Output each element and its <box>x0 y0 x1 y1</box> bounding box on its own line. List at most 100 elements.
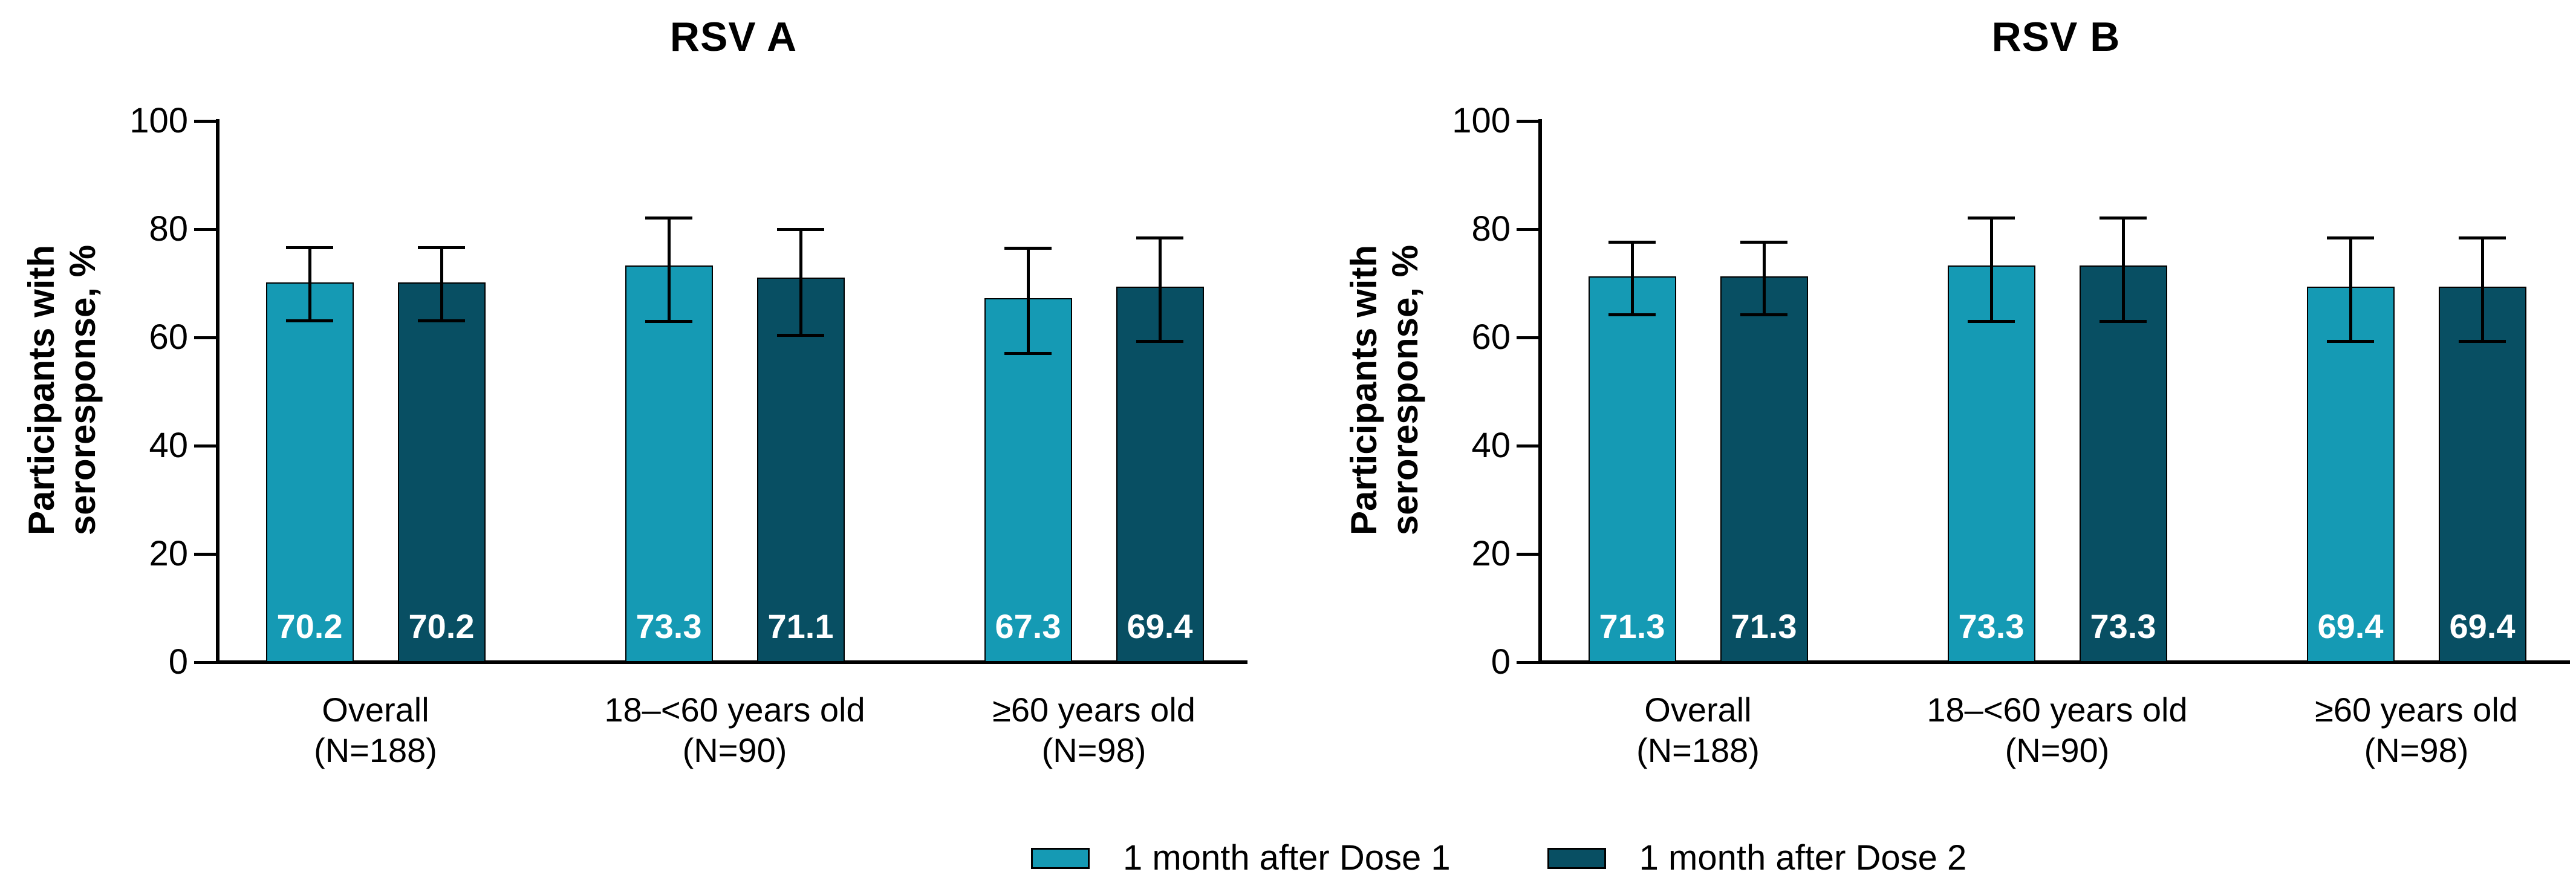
y-tick-label: 20 <box>149 534 188 573</box>
y-tick-mark <box>1517 444 1538 448</box>
category-label: Overall (N=188) <box>164 689 587 770</box>
error-bar-cap-bottom <box>1004 351 1052 355</box>
bar-s2-g2 <box>2079 265 2167 662</box>
bar-s2-g2 <box>756 277 845 662</box>
legend-item-dose-2: 1 month after Dose 2 <box>1547 838 1967 877</box>
error-bar-stem <box>2122 218 2125 322</box>
category-label-line2: (N=90) <box>682 731 787 769</box>
x-axis-line <box>1538 660 2570 664</box>
legend-label-dose-1: 1 month after Dose 1 <box>1123 838 1451 877</box>
y-tick-mark <box>194 444 216 448</box>
y-tick-label: 80 <box>1471 209 1511 249</box>
y-tick-mark <box>194 120 216 123</box>
y-tick-label: 60 <box>1471 317 1511 357</box>
category-label-line1: 18–<60 years old <box>1927 691 2188 729</box>
bar-value-label: 69.4 <box>2317 607 2384 645</box>
error-bar-stem <box>1027 248 1030 353</box>
y-tick-mark <box>194 228 216 231</box>
y-tick-label: 0 <box>168 642 188 682</box>
error-bar-cap-top <box>2327 236 2374 240</box>
category-label-line1: ≥60 years old <box>2315 691 2518 729</box>
category-label-line1: Overall <box>1644 691 1752 729</box>
y-tick-label: 40 <box>1471 426 1511 465</box>
chart-panel-rsv-b: RSV B Participants with seroresponse, % … <box>1322 0 2576 892</box>
error-bar-cap-top <box>1608 240 1656 244</box>
bar-value-label: 73.3 <box>1958 607 2025 645</box>
legend-item-dose-1: 1 month after Dose 1 <box>1031 840 1451 876</box>
error-bar-stem <box>2481 238 2484 342</box>
bar-s1-g3 <box>2306 286 2395 662</box>
y-tick-label: 100 <box>1452 101 1511 140</box>
y-tick-label: 40 <box>149 426 188 465</box>
plot-area: 0 20 40 60 80 100 Overall (N=188) 71.3 71.3 18–<60… <box>1322 0 2576 892</box>
y-tick-mark <box>194 661 216 664</box>
y-axis-line <box>216 119 220 664</box>
y-axis-line <box>1538 119 1542 664</box>
bar-s1-g3 <box>984 298 1072 662</box>
plot-area: 0 20 40 60 80 100 Overall (N=188) 70.2 70.2 18–<60… <box>0 0 1254 892</box>
error-bar-cap-bottom <box>1136 340 1183 343</box>
category-label-line2: (N=188) <box>1636 731 1760 769</box>
category-label-line2: (N=98) <box>1041 731 1147 769</box>
y-tick-label: 0 <box>1491 642 1511 682</box>
category-label: ≥60 years old (N=98) <box>882 689 1306 770</box>
error-bar-cap-top <box>286 246 333 250</box>
bar-s1-g1 <box>265 282 354 662</box>
error-bar-stem <box>1990 218 1993 322</box>
error-bar-cap-top <box>1740 240 1787 244</box>
category-label: ≥60 years old (N=98) <box>2205 689 2576 770</box>
category-label-line2: (N=98) <box>2364 731 2469 769</box>
bar-value-label: 73.3 <box>2090 607 2156 645</box>
legend-label-dose-2: 1 month after Dose 2 <box>1639 838 1967 877</box>
category-label-line1: ≥60 years old <box>992 691 1195 729</box>
bar-s2-g3 <box>1116 286 1204 662</box>
y-tick-mark <box>194 553 216 556</box>
error-bar-stem <box>1763 241 1766 315</box>
y-tick-label: 20 <box>1471 534 1511 573</box>
error-bar-stem <box>1631 241 1634 315</box>
error-bar-cap-bottom <box>1608 313 1656 317</box>
error-bar-stem <box>668 218 671 322</box>
bar-s1-g2 <box>1947 265 2035 662</box>
bar-value-label: 70.2 <box>276 607 343 645</box>
y-tick-label: 100 <box>129 101 188 140</box>
category-label-line2: (N=90) <box>2005 731 2110 769</box>
error-bar-cap-bottom <box>1740 313 1787 317</box>
bar-s1-g2 <box>625 265 713 662</box>
error-bar-cap-top <box>2100 216 2147 220</box>
legend: 1 month after Dose 1 1 month after Dose … <box>1031 840 1966 876</box>
chart-title: RSV A <box>669 14 798 60</box>
error-bar-stem <box>799 229 802 335</box>
error-bar-cap-top <box>2459 236 2506 240</box>
y-tick-label: 80 <box>149 209 188 249</box>
bar-s1-g1 <box>1588 276 1676 662</box>
y-tick-mark <box>1517 661 1538 664</box>
error-bar-cap-bottom <box>2459 340 2506 343</box>
error-bar-cap-bottom <box>286 319 333 323</box>
bar-value-label: 71.1 <box>767 607 834 645</box>
legend-swatch-dose-2 <box>1547 847 1606 869</box>
bar-s2-g1 <box>397 282 486 662</box>
category-label: Overall (N=188) <box>1486 689 1910 770</box>
error-bar-cap-bottom <box>2100 320 2147 324</box>
error-bar-cap-bottom <box>1968 320 2015 324</box>
error-bar-cap-bottom <box>418 319 465 323</box>
error-bar-cap-top <box>645 216 692 220</box>
bar-value-label: 71.3 <box>1599 607 1665 645</box>
chart-title: RSV B <box>1991 14 2121 60</box>
error-bar-stem <box>308 247 311 321</box>
error-bar-cap-bottom <box>645 320 692 324</box>
error-bar-cap-top <box>1136 236 1183 240</box>
error-bar-cap-bottom <box>2327 340 2374 343</box>
error-bar-stem <box>440 247 443 321</box>
category-label: 18–<60 years old (N=90) <box>523 689 946 770</box>
category-label-line2: (N=188) <box>314 731 437 769</box>
bar-s2-g1 <box>1720 276 1808 662</box>
category-label-line1: 18–<60 years old <box>604 691 865 729</box>
error-bar-cap-bottom <box>777 333 824 337</box>
legend-swatch-dose-1 <box>1031 847 1090 869</box>
x-axis-line <box>216 660 1247 664</box>
bar-value-label: 71.3 <box>1731 607 1797 645</box>
error-bar-cap-top <box>777 228 824 231</box>
